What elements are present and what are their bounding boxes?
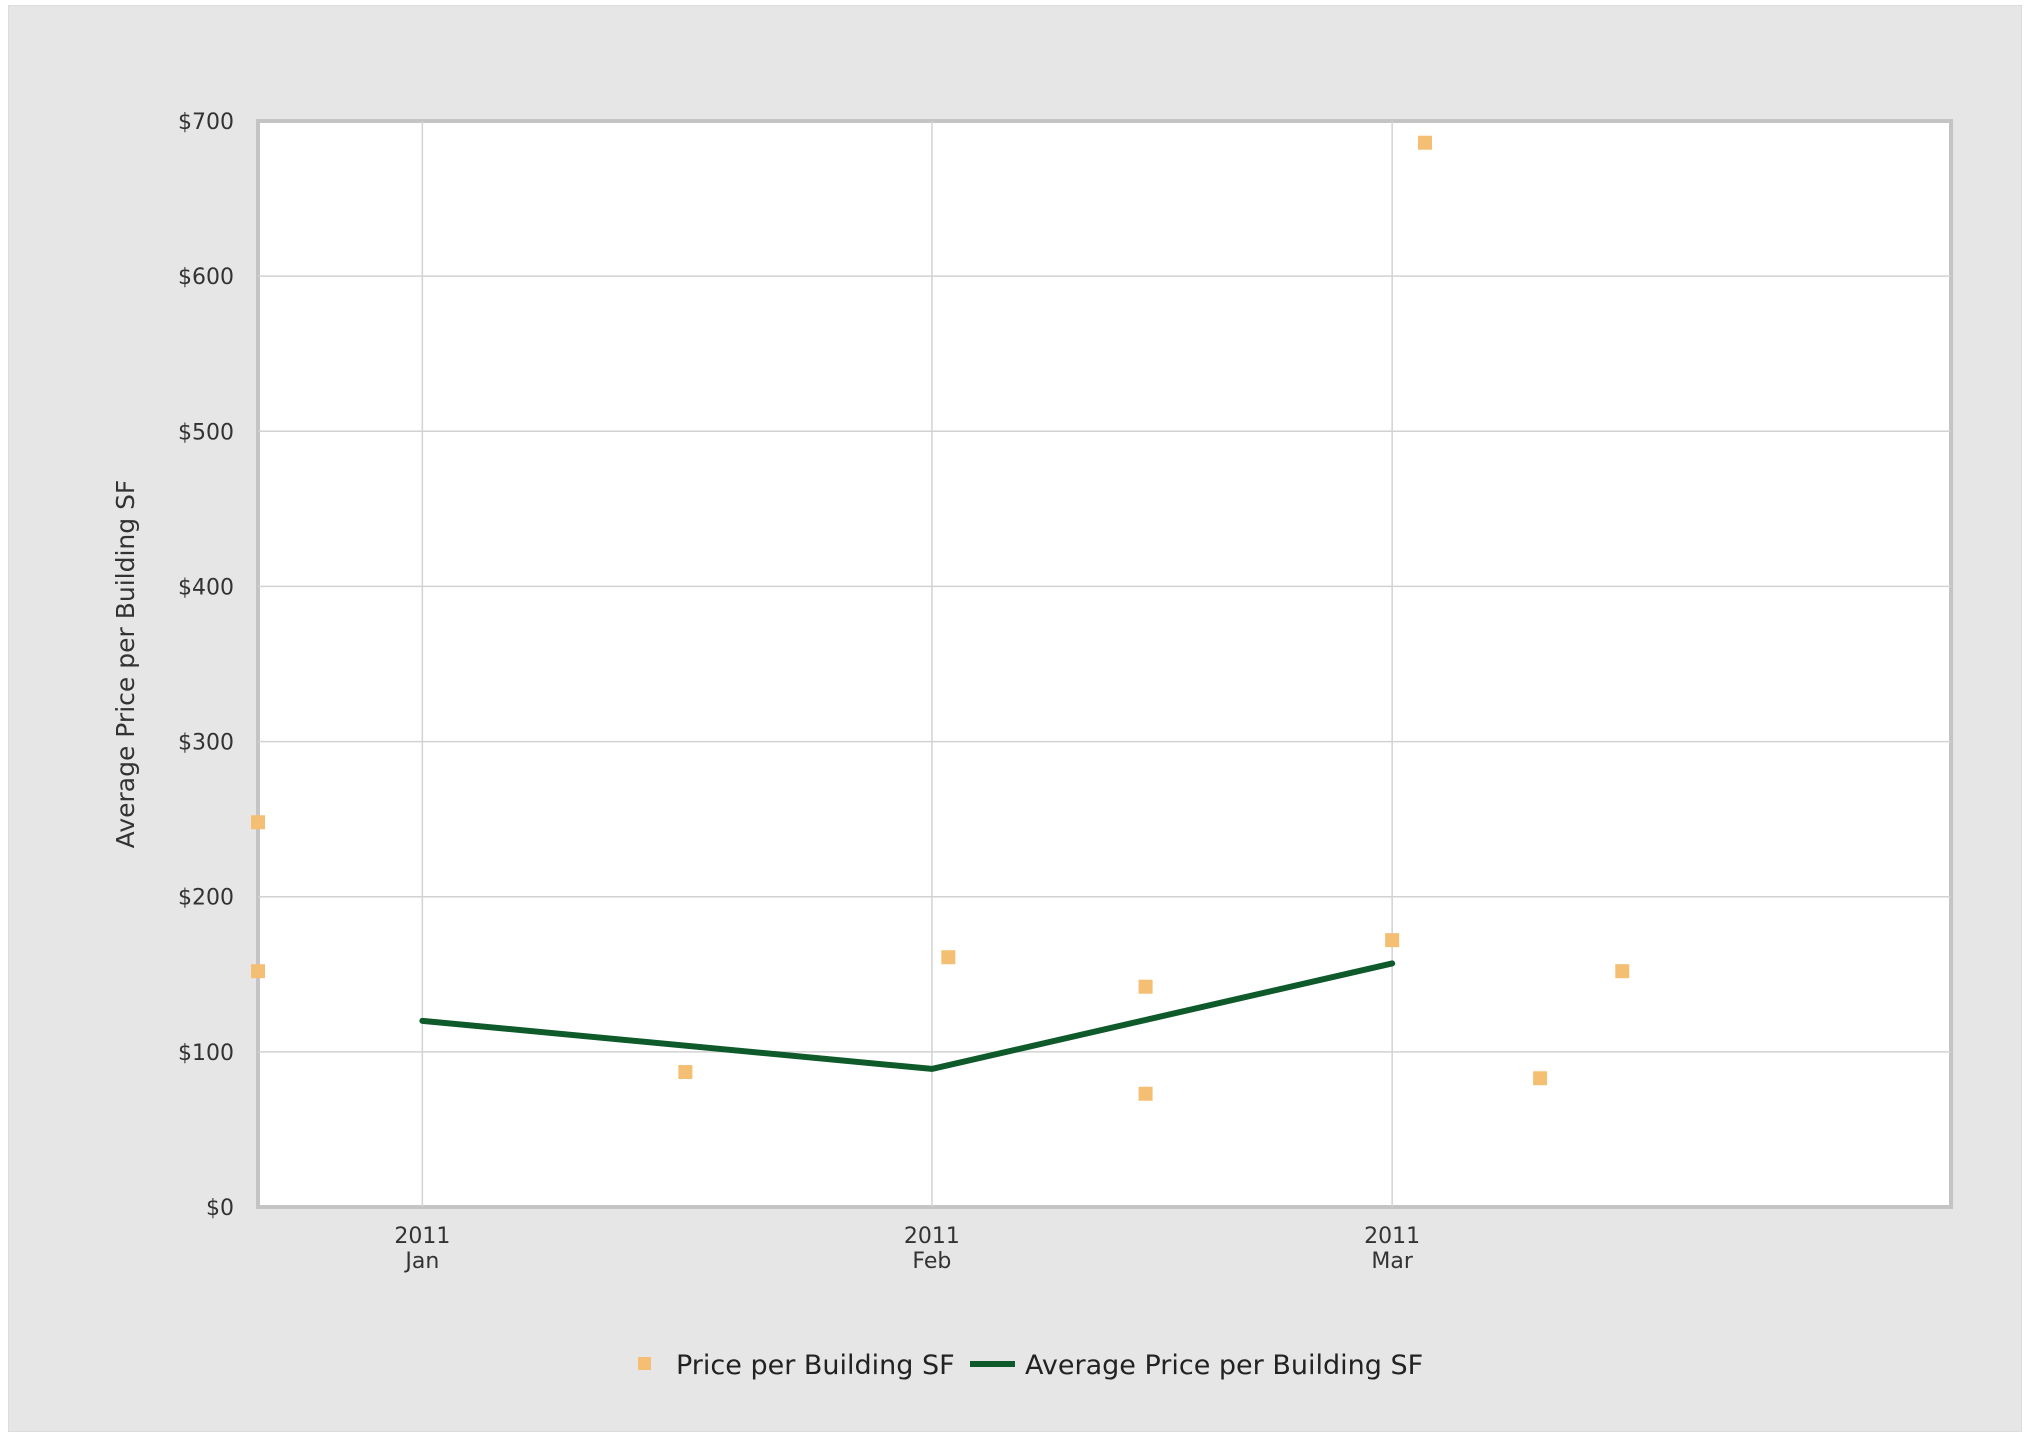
y-tick-label: $600 [178, 265, 234, 290]
y-tick-label: $100 [178, 1041, 234, 1066]
y-tick-label: $500 [178, 420, 234, 445]
y-tick-label: $0 [206, 1196, 234, 1221]
price-point [1533, 1071, 1548, 1086]
y-tick-label: $700 [178, 110, 234, 135]
x-tick-label-year: 2011 [904, 1224, 960, 1249]
y-tick-label: $200 [178, 886, 234, 911]
x-tick-label-month: Jan [403, 1249, 439, 1274]
price-point [941, 950, 956, 965]
price-point [678, 1065, 693, 1080]
x-tick-label-month: Feb [912, 1249, 951, 1274]
y-axis: $0 $100 $200 $300 $400 $500 $600 $700 [178, 110, 234, 1221]
price-point [251, 815, 265, 830]
gridlines [258, 121, 1951, 1207]
price-point [1138, 979, 1153, 994]
legend-marker-price [638, 1357, 651, 1370]
x-tick-label-year: 2011 [394, 1224, 450, 1249]
average-price-line [419, 960, 1396, 1072]
y-axis-title: Average Price per Building SF [111, 480, 140, 849]
legend-label-average: Average Price per Building SF [1025, 1350, 1423, 1381]
y-tick-label: $400 [178, 575, 234, 600]
price-point [1138, 1086, 1153, 1101]
legend-label-price: Price per Building SF [676, 1350, 955, 1381]
price-point [1385, 933, 1400, 948]
plot-background [256, 119, 1953, 1209]
legend: Price per Building SF Average Price per B… [638, 1350, 1423, 1381]
y-tick-label: $300 [178, 731, 234, 756]
scatter-series [251, 135, 1630, 1101]
x-tick-label-month: Mar [1371, 1249, 1413, 1274]
price-point [251, 964, 265, 979]
price-point [1418, 135, 1433, 150]
average-series [419, 960, 1396, 1072]
plot-area [256, 119, 1953, 1209]
price-point [1615, 964, 1630, 979]
x-tick-label-year: 2011 [1364, 1224, 1420, 1249]
